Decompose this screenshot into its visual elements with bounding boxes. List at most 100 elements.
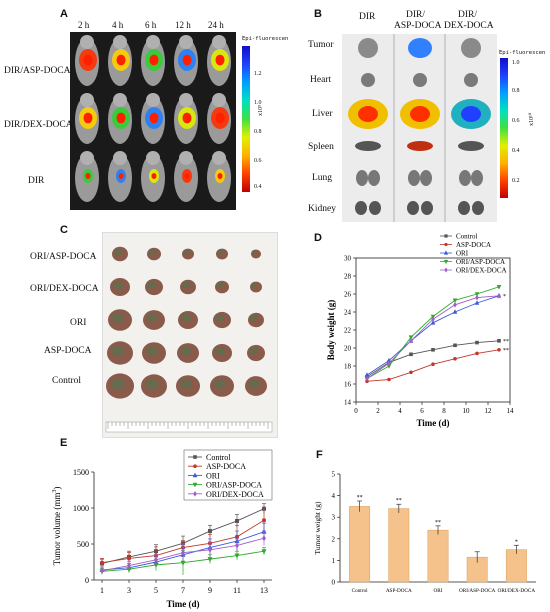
data-point <box>431 316 435 322</box>
tumor-texture <box>146 313 158 323</box>
panel-label-a: A <box>60 8 68 20</box>
data-point <box>474 300 480 305</box>
data-point <box>365 375 369 382</box>
y-tick-label: 24 <box>344 309 352 317</box>
scale-tick: 0.2 <box>512 178 520 184</box>
col-label: ASP-DOCA <box>394 21 442 31</box>
data-point <box>443 250 449 255</box>
spleen-organ <box>407 141 433 151</box>
tumor-texture <box>183 249 189 255</box>
data-point <box>444 242 448 247</box>
fluorescence-core <box>83 54 93 66</box>
liver-signal <box>461 106 481 122</box>
data-point <box>453 357 457 361</box>
data-point <box>235 542 239 549</box>
tumor-texture <box>214 379 226 389</box>
scale-title: Epi-fluorescen <box>242 36 289 42</box>
bar <box>427 529 449 583</box>
time-label: 6 h <box>145 20 157 30</box>
fluorescence-core <box>149 112 159 124</box>
y-tick-label: 26 <box>344 291 352 299</box>
fluorescence-core <box>116 112 126 124</box>
tumor-texture <box>111 378 125 390</box>
tumor-texture <box>180 346 192 356</box>
fluorescence-core <box>182 112 192 124</box>
fluorescence-core <box>184 173 190 179</box>
mouse-head <box>113 93 127 107</box>
legend-label: ASP-DOCA <box>456 241 491 249</box>
series-line <box>366 295 500 379</box>
y-axis-title: Body weight (g) <box>326 300 336 361</box>
scale-tick: 0.8 <box>512 88 520 94</box>
organ-label: Lung <box>312 173 333 183</box>
y-tick-label: 14 <box>344 399 352 407</box>
tumor-texture <box>251 282 257 288</box>
color-scale-bar <box>242 46 250 192</box>
y-axis-title-text: Tumor volume (mm <box>52 493 62 566</box>
scale-tick: 1.0 <box>512 60 520 66</box>
data-point <box>193 464 197 468</box>
row-label: DIR/DEX-DOCA <box>4 120 73 130</box>
data-point <box>443 259 449 265</box>
mouse-head <box>113 151 127 165</box>
mouse-head <box>212 35 226 49</box>
scale-tick: 1.0 <box>254 100 262 106</box>
col-label: DEX-DOCA <box>444 21 494 31</box>
tumor-texture <box>180 379 192 389</box>
scale-unit: x10¹⁰ <box>529 112 535 126</box>
organ-image <box>348 34 491 222</box>
mouse-head <box>212 151 226 165</box>
x-tick-label: 7 <box>181 586 185 595</box>
row-label: DIR/ASP-DOCA <box>4 66 71 76</box>
data-point <box>453 302 457 308</box>
data-point <box>180 560 186 566</box>
x-axis-title: Time (d) <box>416 418 449 428</box>
data-point <box>453 343 457 348</box>
legend-label: ORI/DEX-DOCA <box>456 267 507 275</box>
category-label: ORI <box>434 588 443 594</box>
tumor-texture <box>146 346 158 356</box>
tumor-weight-chart: 0 1 2 3 4 5 Tumor weight (g) ** Control ** ASP-DOC… <box>313 471 536 594</box>
x-tick-label: 0 <box>354 407 358 415</box>
ruler <box>105 421 273 433</box>
lung-organ <box>471 170 483 186</box>
kidney-organ <box>458 201 470 215</box>
legend-label: ORI/ASP-DOCA <box>206 481 262 490</box>
legend-label: ORI/ASP-DOCA <box>456 258 505 266</box>
x-tick-label: 6 <box>420 407 424 415</box>
tumor-texture <box>216 282 224 288</box>
data-point <box>474 292 480 297</box>
tumor-texture <box>215 314 225 322</box>
group-label: ORI <box>70 318 87 328</box>
x-tick-label: 3 <box>127 586 131 595</box>
y-axis-title-close: ) <box>52 487 62 490</box>
tumor-texture <box>147 281 157 289</box>
row-label: DIR <box>28 176 45 186</box>
x-tick-label: 2 <box>376 407 380 415</box>
data-point <box>208 546 212 553</box>
panel-label-c: C <box>60 224 68 236</box>
significance-mark: ** <box>435 520 441 526</box>
x-tick-label: 1 <box>100 586 104 595</box>
legend-label: Control <box>206 453 231 462</box>
data-point <box>431 362 435 366</box>
y-tick-label: 16 <box>344 381 352 389</box>
panel-label-f: F <box>316 449 323 461</box>
x-axis-title: Time (d) <box>166 599 199 609</box>
data-point <box>234 553 240 559</box>
tumor-texture <box>250 314 258 322</box>
data-point <box>192 482 198 488</box>
y-axis-title-sup: 3 <box>52 490 58 493</box>
data-point <box>409 338 413 344</box>
scale-tick: 0.6 <box>512 118 520 124</box>
lung-organ <box>420 170 432 186</box>
tumor-texture <box>251 250 257 254</box>
scale-tick: 1.2 <box>254 71 262 77</box>
data-point <box>127 556 131 561</box>
fluorescence-core <box>151 173 157 179</box>
series-line <box>366 340 500 378</box>
fluorescence-core <box>116 54 126 66</box>
liver-signal <box>410 106 430 122</box>
mouse-head <box>146 151 160 165</box>
mouse-head <box>113 35 127 49</box>
